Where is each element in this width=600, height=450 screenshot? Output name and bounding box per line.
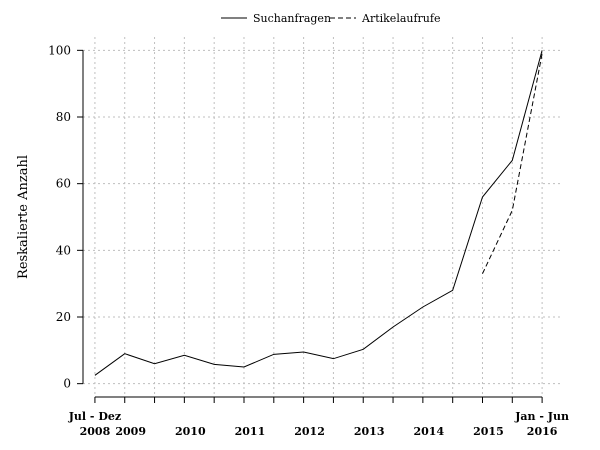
y-tick-label: 60 <box>56 177 71 191</box>
x-start-label-period: Jul - Dez <box>68 410 121 423</box>
grid <box>83 37 560 397</box>
x-year-label: 2009 <box>115 425 146 438</box>
legend: Suchanfragen Artikelaufrufe <box>221 12 440 25</box>
series-line-suchanfragen <box>94 50 543 376</box>
legend-label-suchanfragen: Suchanfragen <box>253 12 331 25</box>
x-year-label: 2010 <box>175 425 206 438</box>
series <box>94 50 543 376</box>
legend-label-artikelaufrufe: Artikelaufrufe <box>361 12 440 25</box>
x-year-label: 2013 <box>354 425 385 438</box>
y-axis-title: Reskalierte Anzahl <box>16 155 31 279</box>
x-start-label-year: 2008 <box>80 425 111 438</box>
axes <box>77 49 543 403</box>
x-year-label: 2014 <box>414 425 445 438</box>
x-year-label: 2015 <box>473 425 504 438</box>
y-tick-label: 80 <box>56 110 71 124</box>
x-year-label: 2011 <box>235 425 266 438</box>
y-tick-label: 20 <box>56 310 71 324</box>
axis-labels: 0 20 40 60 80 100 Jul - Dez 2008 2009 2010 2011 201… <box>16 43 569 438</box>
y-tick-label: 40 <box>56 243 71 257</box>
series-line-artikelaufrufe <box>482 53 543 274</box>
y-tick-label: 0 <box>63 377 71 391</box>
x-end-label-period: Jan - Jun <box>514 410 569 423</box>
x-end-label-year: 2016 <box>527 425 558 438</box>
y-tick-label: 100 <box>48 43 71 57</box>
x-year-label: 2012 <box>294 425 325 438</box>
